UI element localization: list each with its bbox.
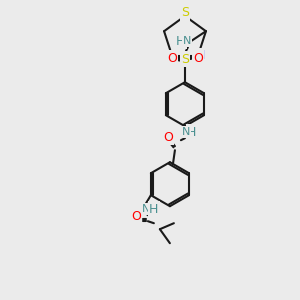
Text: H: H [187,126,196,139]
Text: S: S [181,7,189,20]
Text: H: H [149,203,159,216]
Text: O: O [167,52,177,65]
Text: H: H [176,35,186,48]
Text: O: O [163,131,173,144]
Text: N: N [183,36,191,46]
Text: O: O [131,210,141,223]
Text: N: N [182,127,190,137]
Text: S: S [181,53,189,66]
Text: O: O [193,52,203,65]
Text: N: N [196,49,206,62]
Text: N: N [142,204,150,214]
